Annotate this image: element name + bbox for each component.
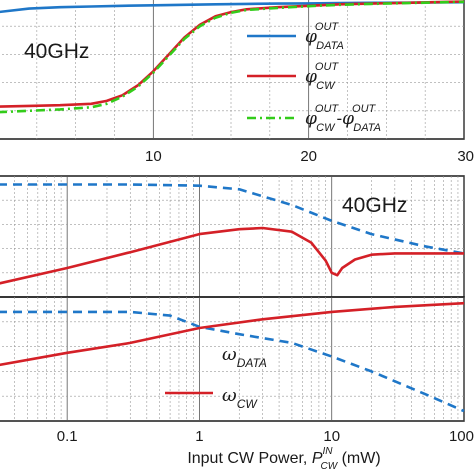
panel-frequency-legend: ωDATA ωCW [165, 344, 267, 411]
panel-frequency-grid [0, 297, 465, 421]
x-tick-label: 0.1 [57, 428, 78, 445]
legend-label: φOUT DATA [305, 21, 344, 52]
panel-phase-x-ticks: 10 20 30 [145, 148, 474, 165]
x-tick-label: 20 [300, 148, 317, 165]
legend-label: ωDATA [222, 344, 267, 370]
legend-label: φOUT CW -φOUT DATA [305, 103, 381, 134]
panel-phase-annotation: 40GHz [24, 40, 89, 63]
panel-phase-frame [0, 0, 465, 140]
panel-phase-series [0, 0, 465, 114]
series-line-blue [0, 310, 465, 413]
panel-phase-grid [0, 0, 465, 139]
panel-amplitude: 40GHz [0, 175, 465, 298]
x-tick-label: 10 [145, 148, 162, 165]
panel-amplitude-annotation: 40GHz [342, 194, 407, 217]
panel-phase-legend: φOUT DATA φOUT CW φOUT CW -φOUT DATA [247, 21, 381, 134]
series-line-green [0, 0, 465, 114]
panel-amplitude-series [0, 183, 465, 285]
x-tick-label: 100 [449, 428, 474, 445]
x-tick-label: 30 [457, 148, 474, 165]
panel-amplitude-grid [0, 176, 465, 297]
panel-frequency-x-ticks: 0.1 1 10 100 [57, 428, 474, 445]
x-tick-label: 10 [323, 428, 340, 445]
panel-phase: 40GHz 10 20 30 φOUT DATA φOUT CW φOUT CW -φOUT DA… [0, 0, 474, 165]
series-line-red [0, 226, 464, 285]
panel-frequency-series [0, 301, 465, 413]
series-line-blue [0, 183, 465, 255]
panel-frequency: 0.1 1 10 100 ωDATA ωCW Input CW Power, PIN CW… [0, 296, 474, 472]
x-axis-label: Input CW Power, PIN CW (mW) [187, 446, 380, 472]
series-line-red [0, 301, 465, 367]
legend-label: ωCW [222, 385, 258, 411]
legend-label: φOUT CW [305, 61, 339, 92]
x-tick-label: 1 [195, 428, 203, 445]
